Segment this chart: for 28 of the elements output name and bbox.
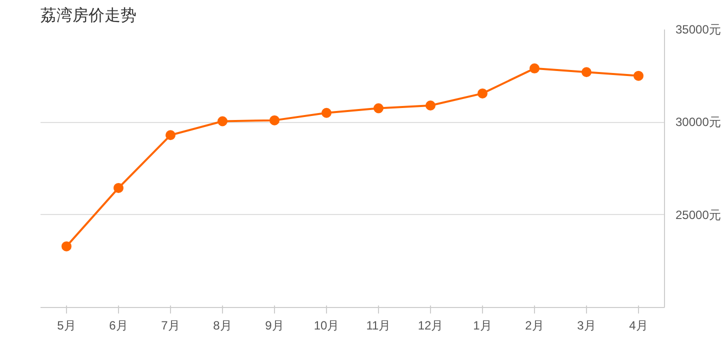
x-tick-label: 1月 xyxy=(473,318,492,332)
x-tick-label: 8月 xyxy=(213,318,232,332)
point xyxy=(426,100,436,110)
point xyxy=(530,63,540,74)
point xyxy=(634,70,644,81)
y-tick-label: 25000元 xyxy=(676,208,721,222)
point xyxy=(478,88,488,98)
x-tick-label: 2月 xyxy=(525,318,544,332)
point xyxy=(218,116,228,126)
x-tick-label: 12月 xyxy=(418,318,444,332)
point xyxy=(582,67,592,78)
x-tick-label: 5月 xyxy=(57,318,76,332)
point xyxy=(270,115,280,126)
point xyxy=(62,241,72,252)
point xyxy=(114,182,124,193)
y-tick-label: 30000元 xyxy=(676,115,721,130)
x-tick-label: 4月 xyxy=(629,318,648,332)
chart-title: 荔湾房价走势 xyxy=(40,6,136,24)
x-tick-label: 7月 xyxy=(161,318,180,332)
point xyxy=(166,130,176,140)
point xyxy=(322,108,332,118)
x-tick-label: 9月 xyxy=(265,318,284,332)
y-tick-label: 35000元 xyxy=(676,22,721,36)
point xyxy=(374,103,384,114)
x-tick-label: 3月 xyxy=(577,318,596,332)
x-tick-label: 6月 xyxy=(109,318,128,332)
x-tick-label: 11月 xyxy=(366,318,391,332)
x-tick-label: 10月 xyxy=(314,318,340,332)
